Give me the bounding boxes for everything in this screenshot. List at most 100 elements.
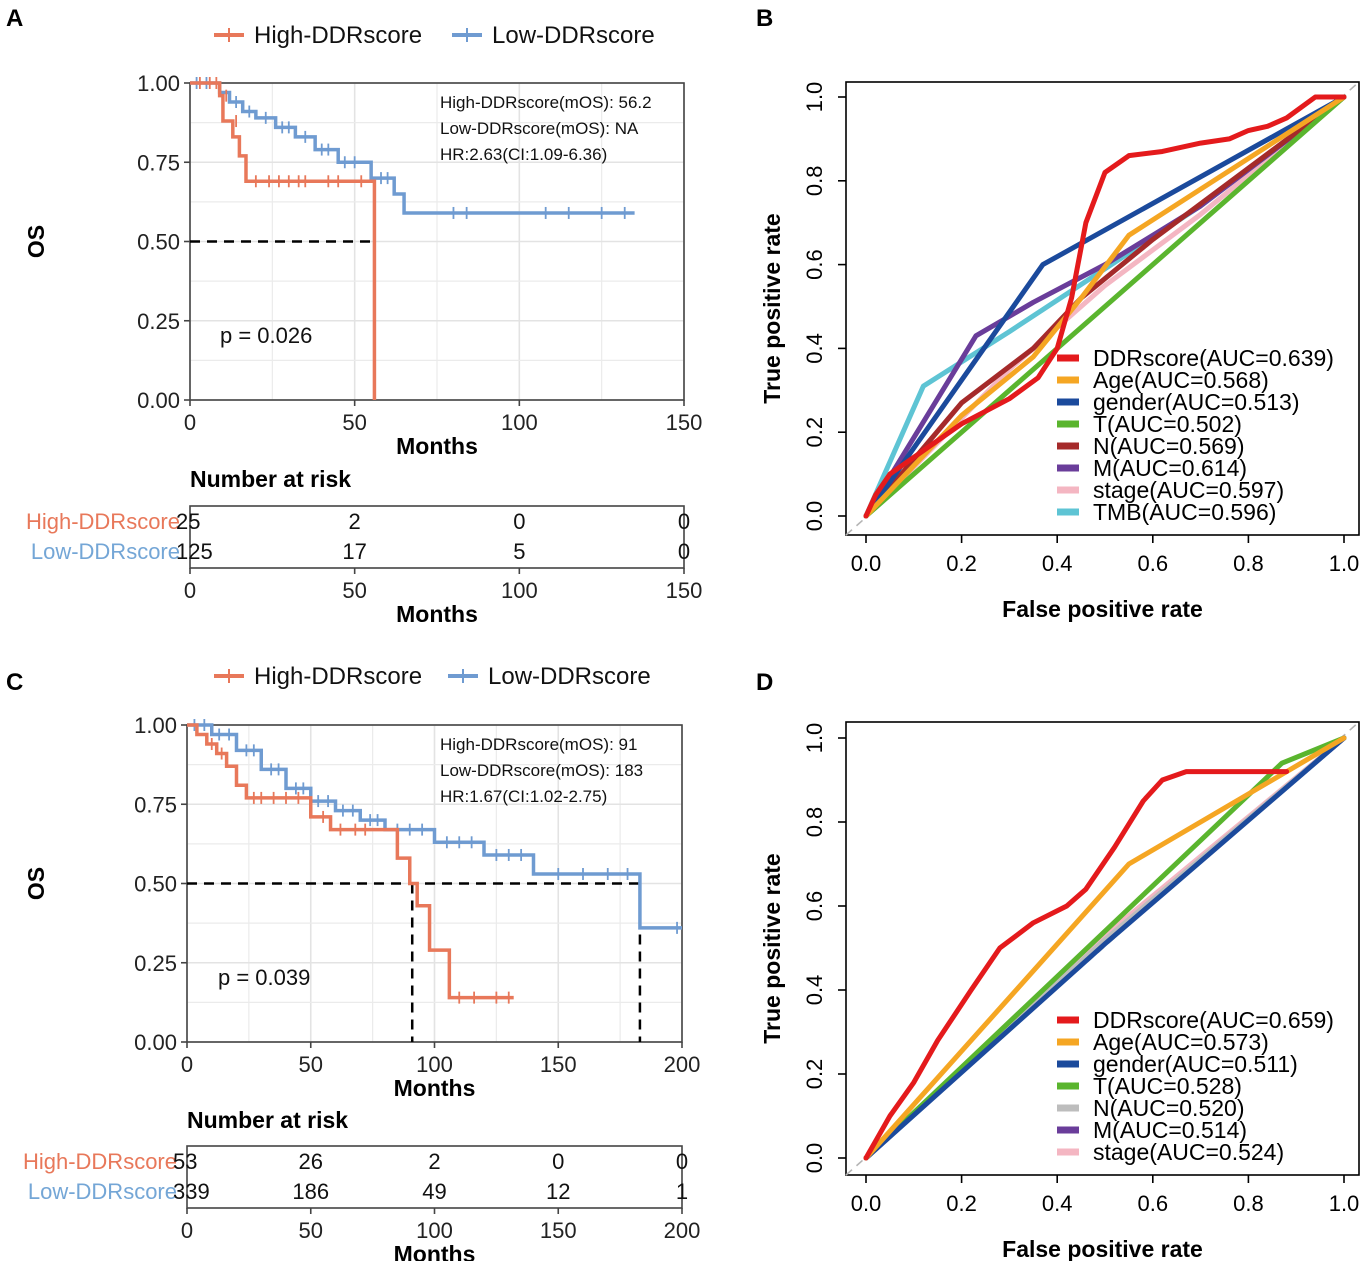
roc-y-tick-label: 0.2 [802,417,827,448]
risk-count: 2 [349,509,361,534]
risk-count: 49 [422,1179,446,1204]
roc-plot-d: 0.0 0.0 0.2 0.2 0.4 0.4 0.6 0.6 0.8 0.8 1.0 1.0 Fals… [759,721,1360,1261]
y-tick-label: 0.75 [134,792,177,817]
risk-x-tick-label: 0 [181,1218,193,1243]
risk-x-tick-label: 100 [416,1218,453,1243]
roc-legend-label: stage(AUC=0.524) [1093,1139,1284,1165]
hr-annotation: HR:2.63(CI:1.09-6.36) [440,145,607,164]
roc-curve [863,94,1347,519]
roc-x-tick-label: 0.4 [1042,551,1073,576]
panel-label-c: C [6,669,23,696]
risk-count: 186 [292,1179,329,1204]
x-tick-label: 100 [501,410,538,435]
survival-curve-high [190,81,377,400]
risk-count: 0 [678,539,690,564]
risk-table-frame [189,505,685,569]
risk-x-tick-label: 50 [342,578,366,603]
roc-legend-label: T(AUC=0.528) [1093,1073,1242,1099]
roc-curve [863,94,1347,519]
risk-count: 0 [552,1149,564,1174]
risk-count: 53 [173,1149,197,1174]
risk-x-tick-label: 0 [184,578,196,603]
risk-x-tick-label: 100 [501,578,538,603]
risk-count: 0 [678,509,690,534]
y-axis-title: OS [23,225,49,258]
y-axis-title: OS [23,867,49,900]
legend-label-high: High-DDRscore [254,663,422,690]
risk-count: 125 [176,539,213,564]
risk-x-tick-label: 50 [299,1218,323,1243]
legend-label-high: High-DDRscore [254,22,422,49]
roc-y-tick-label: 0.4 [802,975,827,1006]
roc-x-tick-label: 0.8 [1233,1191,1264,1216]
y-tick-label: 0.25 [137,309,180,334]
roc-x-tick-label: 0.8 [1233,551,1264,576]
roc-legend-label: gender(AUC=0.513) [1093,389,1299,415]
roc-x-tick-label: 1.0 [1329,551,1360,576]
hr-annotation: High-DDRscore(mOS): 91 [440,735,637,754]
roc-legend-label: TMB(AUC=0.596) [1093,499,1276,525]
roc-frame [845,721,1360,1176]
x-tick-label: 200 [664,1052,701,1077]
roc-legend-label: DDRscore(AUC=0.659) [1093,1007,1334,1033]
roc-legend-label: N(AUC=0.569) [1093,433,1244,459]
x-tick-label: 0 [181,1052,193,1077]
roc-legend-label: gender(AUC=0.511) [1093,1051,1298,1077]
legend-label-low: Low-DDRscore [488,663,651,690]
risk-count: 0 [513,509,525,534]
roc-y-tick-label: 0.8 [802,166,827,197]
survival-curve-low [190,81,635,215]
risk-row-label-high: High-DDRscore [26,509,180,534]
risk-x-axis-title: Months [396,601,478,627]
risk-count: 17 [342,539,366,564]
roc-y-tick-label: 1.0 [802,82,827,113]
y-tick-label: 0.00 [134,1030,177,1055]
panel-label-d: D [756,669,773,696]
y-tick-label: 0.00 [137,388,180,413]
roc-curve [863,769,1290,1161]
hr-annotation: HR:1.67(CI:1.02-2.75) [440,787,607,806]
y-tick-label: 0.50 [137,230,180,255]
roc-legend-label: M(AUC=0.614) [1093,455,1247,481]
risk-x-tick-label: 150 [666,578,703,603]
roc-legend-label: M(AUC=0.514) [1093,1117,1247,1143]
risk-table-title: Number at risk [190,466,351,492]
roc-x-tick-label: 0.0 [851,551,882,576]
risk-row-label-high: High-DDRscore [23,1149,177,1174]
hr-annotation: Low-DDRscore(mOS): NA [440,119,639,138]
roc-y-tick-label: 1.0 [802,723,827,754]
y-tick-label: 1.00 [137,71,180,96]
risk-table-title: Number at risk [187,1107,348,1133]
roc-x-tick-label: 0.6 [1138,551,1169,576]
roc-x-tick-label: 0.2 [946,1191,977,1216]
x-tick-label: 150 [540,1052,577,1077]
panel-label-a: A [6,5,23,32]
roc-x-tick-label: 0.6 [1138,1191,1169,1216]
roc-y-tick-label: 0.6 [802,249,827,280]
risk-count: 26 [299,1149,323,1174]
roc-y-tick-label: 0.4 [802,333,827,364]
roc-y-tick-label: 0.8 [802,807,827,838]
roc-curve [863,735,1347,1161]
y-tick-label: 0.25 [134,951,177,976]
x-tick-label: 100 [416,1052,453,1077]
roc-legend-label: stage(AUC=0.597) [1093,477,1284,503]
y-tick-label: 0.75 [137,150,180,175]
survival-curve-low [187,723,682,930]
risk-count: 12 [546,1179,570,1204]
roc-legend-label: DDRscore(AUC=0.639) [1093,345,1334,371]
roc-curve [863,735,1347,1161]
x-axis-title: Months [394,1075,476,1101]
roc-y-axis-title: True positive rate [759,853,785,1043]
risk-count: 0 [676,1149,688,1174]
roc-y-tick-label: 0.6 [802,891,827,922]
roc-legend-label: T(AUC=0.502) [1093,411,1242,437]
x-axis-title: Months [396,433,478,459]
p-value: p = 0.039 [218,965,310,990]
hr-annotation: High-DDRscore(mOS): 56.2 [440,93,652,112]
roc-x-axis-title: False positive rate [1002,596,1203,622]
roc-curve [863,94,1347,519]
risk-x-axis-title: Months [394,1241,476,1261]
hr-annotation: Low-DDRscore(mOS): 183 [440,761,643,780]
